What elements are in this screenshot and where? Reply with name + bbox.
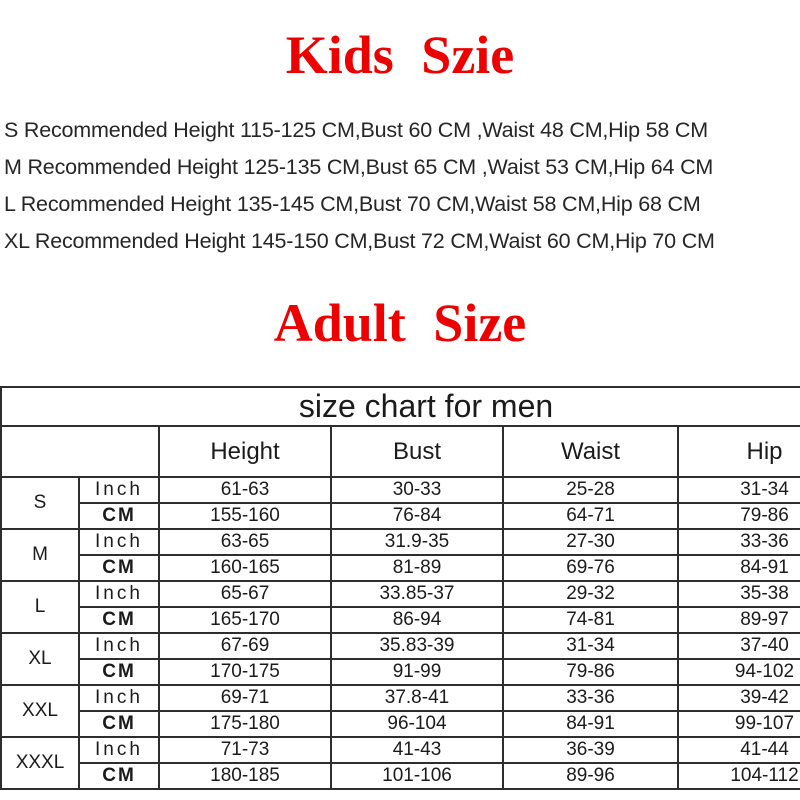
size-value: 31.9-35 [330,528,504,556]
size-value: 41-43 [330,736,504,764]
size-value: 41-44 [677,736,800,764]
size-value: 89-97 [677,606,800,634]
unit-label-cm: CM [78,554,160,582]
size-label-l: L [0,580,80,634]
size-value: 79-86 [677,502,800,530]
size-value: 35.83-39 [330,632,504,660]
unit-label-inch: Inch [78,580,160,608]
size-label-xxxl: XXXL [0,736,80,790]
unit-label-inch: Inch [78,736,160,764]
size-value: 155-160 [158,502,332,530]
size-value: 37-40 [677,632,800,660]
unit-label-cm: CM [78,762,160,790]
size-value: 33.85-37 [330,580,504,608]
size-value: 27-30 [502,528,679,556]
kids-size-line-m: M Recommended Height 125-135 CM,Bust 65 … [4,155,714,179]
size-value: 160-165 [158,554,332,582]
unit-label-cm: CM [78,502,160,530]
unit-label-cm: CM [78,658,160,686]
size-value: 175-180 [158,710,332,738]
size-value: 170-175 [158,658,332,686]
blank-header-cell [0,425,160,478]
kids-size-line-l: L Recommended Height 135-145 CM,Bust 70 … [4,192,701,216]
size-value: 104-112 [677,762,800,790]
size-value: 165-170 [158,606,332,634]
size-value: 37.8-41 [330,684,504,712]
size-value: 86-94 [330,606,504,634]
size-value: 67-69 [158,632,332,660]
size-value: 84-91 [677,554,800,582]
size-value: 31-34 [502,632,679,660]
men-size-chart-table: size chart for men Height Bust Waist Hip… [0,386,800,790]
size-value: 71-73 [158,736,332,764]
adult-size-title: Adult Size [273,293,527,353]
size-value: 69-76 [502,554,679,582]
size-value: 69-71 [158,684,332,712]
size-value: 64-71 [502,502,679,530]
size-value: 35-38 [677,580,800,608]
size-value: 36-39 [502,736,679,764]
men-size-chart: size chart for men Height Bust Waist Hip… [0,386,800,800]
size-value: 101-106 [330,762,504,790]
size-value: 76-84 [330,502,504,530]
size-value: 79-86 [502,658,679,686]
size-value: 89-96 [502,762,679,790]
kids-size-line-s: S Recommended Height 115-125 CM,Bust 60 … [4,118,708,142]
size-value: 65-67 [158,580,332,608]
size-label-xxl: XXL [0,684,80,738]
column-header-height: Height [158,425,332,478]
size-value: 25-28 [502,476,679,504]
kids-size-title: Kids Szie [285,25,515,85]
size-value: 84-91 [502,710,679,738]
size-value: 180-185 [158,762,332,790]
size-value: 33-36 [502,684,679,712]
size-value: 99-107 [677,710,800,738]
size-value: 31-34 [677,476,800,504]
size-value: 63-65 [158,528,332,556]
size-value: 81-89 [330,554,504,582]
table-title: size chart for men [0,386,800,427]
size-label-m: M [0,528,80,582]
size-value: 33-36 [677,528,800,556]
size-value: 91-99 [330,658,504,686]
size-value: 94-102 [677,658,800,686]
column-header-hip: Hip [677,425,800,478]
unit-label-cm: CM [78,710,160,738]
size-value: 61-63 [158,476,332,504]
kids-size-lines: S Recommended Height 115-125 CM,Bust 60 … [4,112,800,260]
size-value: 29-32 [502,580,679,608]
column-header-waist: Waist [502,425,679,478]
size-value: 39-42 [677,684,800,712]
unit-label-inch: Inch [78,632,160,660]
size-value: 30-33 [330,476,504,504]
kids-size-line-xl: XL Recommended Height 145-150 CM,Bust 72… [4,229,715,253]
unit-label-inch: Inch [78,684,160,712]
size-label-s: S [0,476,80,530]
size-value: 96-104 [330,710,504,738]
size-value: 74-81 [502,606,679,634]
unit-label-inch: Inch [78,528,160,556]
unit-label-inch: Inch [78,476,160,504]
size-label-xl: XL [0,632,80,686]
column-header-bust: Bust [330,425,504,478]
unit-label-cm: CM [78,606,160,634]
